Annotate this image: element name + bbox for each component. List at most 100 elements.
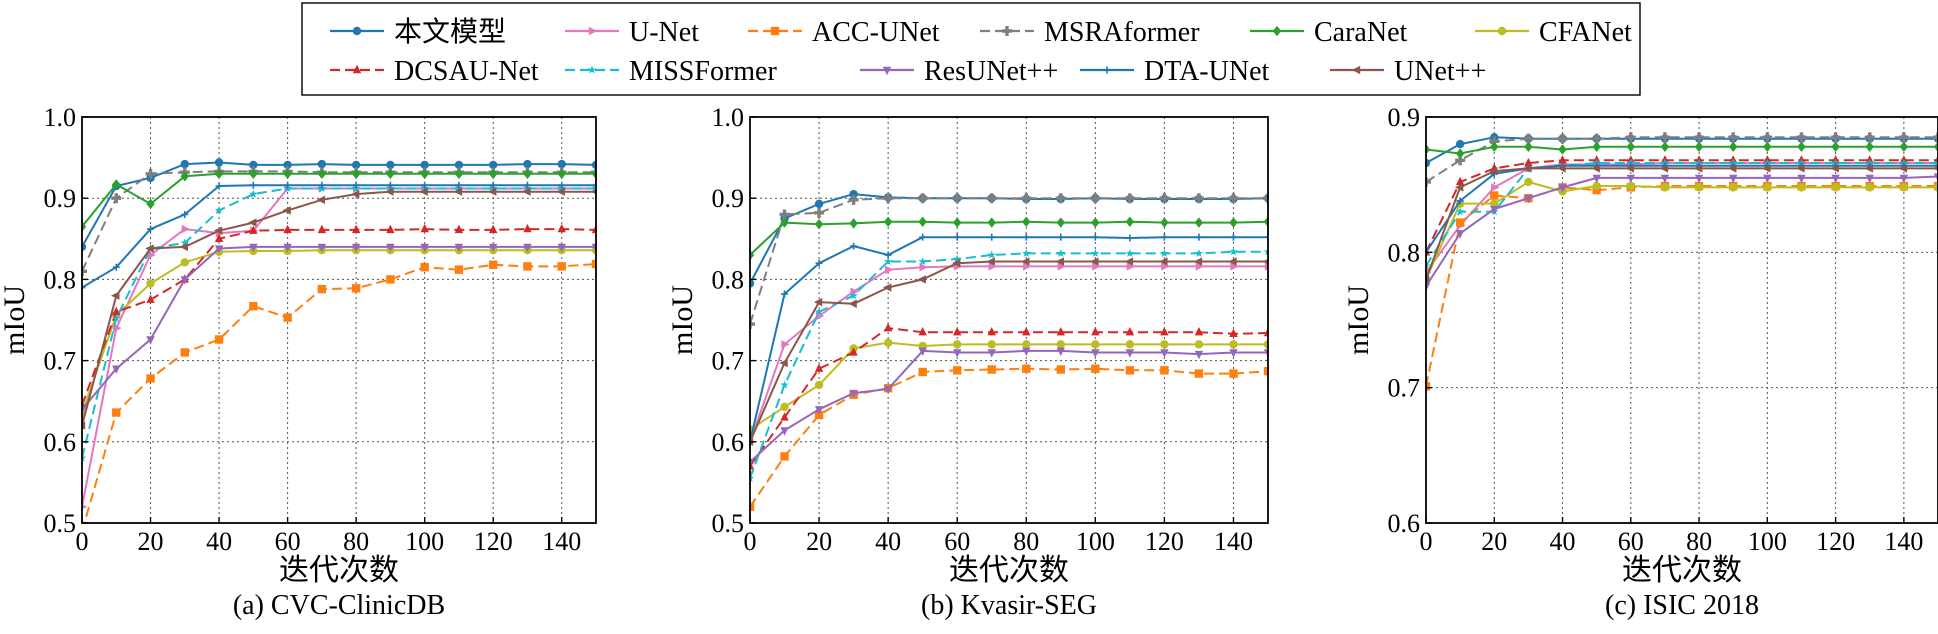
legend-item-dta-unet: DTA-UNet (1080, 56, 1269, 87)
point-unet-marker (350, 189, 360, 199)
point-dcsau-net-marker (1091, 326, 1100, 336)
point-caranet-marker (82, 221, 87, 232)
point-ours-marker (557, 159, 566, 169)
point-cfanet-marker (1022, 340, 1031, 349)
point-unet-marker (1262, 258, 1268, 265)
point-unet-marker (453, 187, 463, 196)
point-caranet-marker (557, 168, 566, 180)
chart-caption: (c) ISIC 2018 (1605, 590, 1759, 621)
point-dcsau-net-marker (1194, 326, 1204, 336)
series-line-caranet (750, 220, 1268, 256)
point-dta-unet-marker (1229, 233, 1237, 241)
point-unet-marker (82, 421, 86, 430)
series-cfanet (82, 245, 596, 418)
point-msraformer-marker (848, 194, 859, 205)
legend-label: ACC-UNet (812, 17, 940, 48)
series-line-dta-unet (1426, 164, 1938, 253)
point-resunet-marker (1831, 174, 1840, 184)
point-u-net-marker (1092, 262, 1101, 271)
point-acc-unet-marker (1426, 382, 1431, 391)
point-dta-unet-marker (1126, 234, 1134, 242)
x-tick-label: 80 (1013, 527, 1039, 556)
point-ours-marker (351, 160, 361, 170)
legend-item-u-net: U-Net (565, 17, 699, 48)
point-resunet-marker (780, 427, 789, 436)
point-unet-marker (1591, 164, 1600, 173)
series-caranet (82, 168, 596, 232)
point-missformer-marker (883, 257, 893, 266)
point-caranet-marker (454, 168, 464, 180)
point-u-net-marker (1161, 262, 1170, 271)
x-tick-label: 40 (1550, 527, 1576, 556)
y-tick-label: 0.7 (44, 347, 77, 376)
point-cfanet-marker (1194, 340, 1204, 349)
x-tick-label: 140 (542, 527, 581, 556)
point-unet-marker (282, 206, 291, 215)
legend-u-net-marker (588, 26, 598, 36)
point-cfanet-marker (883, 338, 893, 347)
point-u-net-marker (988, 262, 997, 271)
point-acc-unet-marker (557, 262, 566, 271)
point-dcsau-net-marker (1524, 157, 1533, 167)
point-resunet-marker (883, 385, 893, 395)
point-resunet-marker (454, 243, 464, 253)
series-acc-unet (1426, 181, 1938, 391)
point-resunet-marker (591, 243, 596, 253)
point-dcsau-net-marker (987, 326, 996, 336)
point-resunet-marker (351, 243, 361, 253)
point-cfanet-marker (1660, 183, 1670, 192)
point-u-net-marker (850, 287, 859, 296)
point-resunet-marker (1626, 174, 1635, 184)
point-caranet-marker (780, 217, 789, 228)
point-unet-marker (179, 242, 188, 252)
point-resunet-marker (420, 243, 429, 253)
point-acc-unet-marker (454, 265, 464, 274)
point-caranet-marker (1592, 141, 1601, 152)
chart-caption: (a) CVC-ClinicDB (233, 590, 445, 621)
y-tick-label: 1.0 (44, 103, 77, 132)
point-missformer-marker (180, 238, 190, 247)
point-msraformer-marker (82, 266, 87, 277)
point-missformer-marker (1160, 248, 1169, 258)
point-acc-unet-marker (780, 452, 789, 461)
point-acc-unet-marker (1263, 366, 1268, 376)
series-dta-unet (750, 233, 1268, 446)
series-line-u-net (1426, 162, 1938, 274)
point-cfanet-marker (814, 380, 824, 390)
point-missformer-marker (1229, 247, 1238, 256)
point-msraformer-marker (1159, 193, 1170, 204)
series-caranet (1426, 141, 1938, 159)
series-ours (750, 189, 1268, 288)
point-missformer-marker (750, 473, 755, 482)
point-cfanet-marker (1729, 183, 1738, 192)
point-caranet-marker (1831, 141, 1840, 152)
legend-label: CaraNet (1314, 17, 1408, 48)
point-resunet-marker (750, 458, 755, 468)
legend-label: DCSAU-Net (394, 56, 539, 87)
point-unet-marker (1454, 183, 1464, 192)
point-dta-unet-marker (318, 181, 326, 189)
point-dta-unet-marker (1091, 233, 1099, 241)
y-tick-label: 0.6 (1388, 509, 1421, 538)
point-cfanet-marker (1263, 340, 1268, 349)
legend-item-resunet: ResUNet++ (860, 56, 1058, 87)
legend-item-missformer: MISSFormer (565, 56, 777, 87)
point-dta-unet-marker (352, 181, 360, 189)
point-msraformer-marker (1728, 132, 1739, 143)
point-dta-unet-marker (249, 181, 257, 189)
legend-item-cfanet: CFANet (1475, 17, 1632, 48)
x-tick-label: 20 (806, 527, 832, 556)
legend-unet-marker (1351, 65, 1361, 75)
point-dta-unet-marker (558, 181, 566, 189)
point-acc-unet-marker (1125, 366, 1135, 375)
point-msraformer-marker (591, 167, 596, 178)
point-acc-unet-marker (214, 335, 224, 344)
chart-1: 0 20 40 60 80 100 120 140 0.5 0.6 0.7 0.8 0.9 1.0 迭代次数… (0, 103, 597, 621)
point-dcsau-net-marker (351, 224, 361, 234)
point-unet-marker (316, 195, 326, 205)
point-dcsau-net-marker (1426, 247, 1431, 256)
chart-caption: (b) Kvasir-SEG (921, 590, 1097, 621)
point-caranet-marker (523, 168, 532, 180)
point-msraformer-marker (1933, 132, 1938, 143)
point-unet-marker (1625, 164, 1634, 173)
